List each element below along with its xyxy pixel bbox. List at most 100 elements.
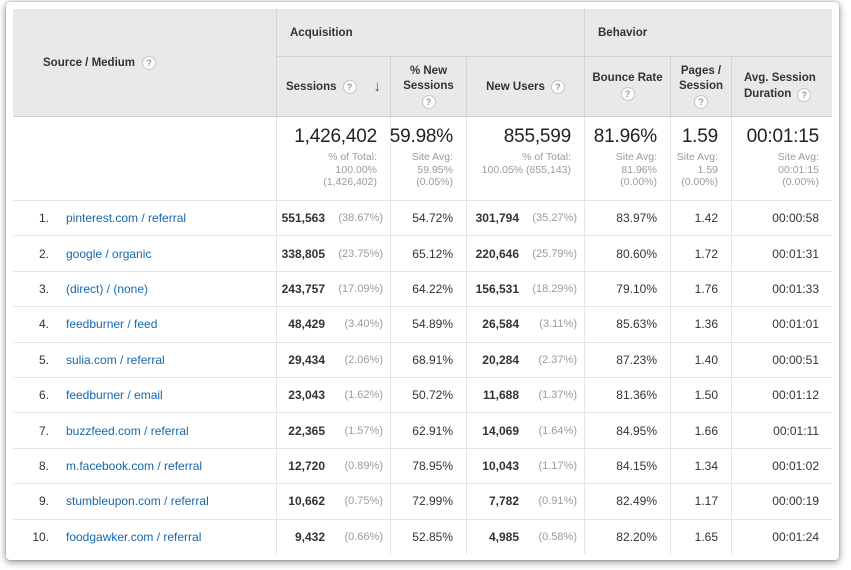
sessions-cell: 9,432 (0.66%) <box>276 519 390 554</box>
pages-per-session-cell: 1.17 <box>670 484 731 519</box>
help-icon[interactable]: ? <box>694 94 708 109</box>
column-header-pct-new-sessions[interactable]: % New Sessions ? <box>390 56 466 116</box>
source-medium-cell: 3. (direct) / (none) <box>13 272 276 306</box>
sessions-cell: 29,434 (2.06%) <box>276 342 390 377</box>
help-icon[interactable]: ? <box>620 87 635 101</box>
summary-avg-session-duration-value: 00:01:15 <box>746 126 820 147</box>
new-users-value: 220,646 <box>475 246 519 261</box>
table-row: 10. foodgawker.com / referral 9,432 (0.66%)… <box>13 518 832 554</box>
pages-per-session-cell: 1.65 <box>670 519 731 554</box>
pct-new-sessions-cell: 54.89% <box>390 307 466 342</box>
source-medium-link[interactable]: foodgawker.com / referral <box>66 529 202 544</box>
help-icon[interactable]: ? <box>342 79 357 94</box>
column-header-sessions[interactable]: Sessions ? ↓ <box>276 56 390 116</box>
new-users-value: 11,688 <box>482 388 519 403</box>
new-users-percent: (1.17%) <box>538 459 577 472</box>
table-row: 3. (direct) / (none) 243,757 (17.09%) 64.22%… <box>13 270 832 307</box>
pct-new-sessions-cell: 78.95% <box>390 448 466 484</box>
column-header-pages-per-session[interactable]: Pages / Session ? <box>670 56 731 116</box>
source-medium-link[interactable]: sulia.com / referral <box>66 352 165 367</box>
pages-per-session-label-line2: Session <box>678 79 724 92</box>
new-users-percent: (0.58%) <box>538 530 577 543</box>
sessions-percent: (1.57%) <box>344 424 383 437</box>
new-users-value: 7,782 <box>488 494 519 509</box>
new-users-cell: 4,985 (0.58%) <box>466 519 584 554</box>
help-icon[interactable]: ? <box>421 94 436 109</box>
group-header-behavior: Behavior <box>584 9 832 56</box>
source-medium-link[interactable]: pinterest.com / referral <box>66 211 187 226</box>
table-row: 8. m.facebook.com / referral 12,720 (0.89%)… <box>13 447 832 484</box>
bounce-rate-cell: 87.23% <box>584 342 670 377</box>
bounce-rate-cell: 84.15% <box>584 448 670 484</box>
pages-per-session-cell: 1.76 <box>670 271 731 307</box>
sessions-cell: 10,662 (0.75%) <box>276 484 390 519</box>
column-header-avg-session-duration[interactable]: Avg. Session Duration ? <box>731 56 832 116</box>
avg-session-duration-cell: 00:01:31 <box>731 236 832 271</box>
summary-pages-per-session-value: 1.59 <box>681 126 718 147</box>
column-header-bounce-rate[interactable]: Bounce Rate ? <box>584 56 670 116</box>
help-icon[interactable]: ? <box>142 55 157 70</box>
pct-new-sessions-label-line2: Sessions <box>403 79 454 92</box>
table-row: 1. pinterest.com / referral 551,563 (38.67%… <box>13 200 832 236</box>
table-row: 5. sulia.com / referral 29,434 (2.06%) 68.91… <box>13 341 832 377</box>
new-users-cell: 156,531 (18.29%) <box>466 271 584 307</box>
source-medium-table-card: Source / Medium ? Acquisition Behavior S… <box>6 2 839 560</box>
summary-note: 00:01:15 <box>778 163 819 176</box>
bounce-rate-cell: 82.49% <box>584 484 670 519</box>
sessions-value: 29,434 <box>288 352 325 367</box>
source-medium-link[interactable]: buzzfeed.com / referral <box>66 423 189 438</box>
new-users-cell: 20,284 (2.37%) <box>466 342 584 377</box>
new-users-cell: 7,782 (0.91%) <box>466 484 584 519</box>
sessions-value: 12,720 <box>288 458 325 473</box>
summary-note: % of Total: <box>522 151 571 163</box>
source-medium-link[interactable]: feedburner / email <box>66 388 163 403</box>
source-medium-link[interactable]: google / organic <box>66 246 152 261</box>
source-medium-link[interactable]: m.facebook.com / referral <box>66 458 203 473</box>
summary-note: (1,426,402) <box>323 176 377 188</box>
pages-per-session-cell: 1.66 <box>670 413 731 448</box>
bounce-rate-cell: 82.20% <box>584 519 670 554</box>
avg-session-duration-cell: 00:00:58 <box>731 201 832 236</box>
help-icon[interactable]: ? <box>550 79 565 94</box>
summary-note: 1.59 <box>697 163 718 176</box>
bounce-rate-cell: 79.10% <box>584 271 670 307</box>
column-header-new-users[interactable]: New Users ? <box>466 56 584 116</box>
sessions-percent: (0.89%) <box>344 459 383 472</box>
source-medium-link[interactable]: (direct) / (none) <box>66 281 149 296</box>
sessions-percent: (2.06%) <box>344 353 383 366</box>
row-rank: 8. <box>38 458 49 473</box>
sessions-value: 338,805 <box>281 246 325 261</box>
help-icon[interactable]: ? <box>797 87 812 102</box>
summary-note: 100.05% (855,143) <box>481 163 571 176</box>
column-header-source-medium[interactable]: Source / Medium ? <box>13 9 276 116</box>
summary-note: Site Avg: <box>615 151 657 163</box>
new-users-value: 10,043 <box>482 458 519 473</box>
row-rank: 10. <box>32 529 49 544</box>
pages-per-session-cell: 1.50 <box>670 377 731 413</box>
summary-pct-new-sessions: 59.98% Site Avg: 59.95% (0.05%) <box>390 117 466 200</box>
row-rank: 5. <box>38 352 49 367</box>
new-users-percent: (1.37%) <box>538 389 577 402</box>
avg-session-duration-cell: 00:00:19 <box>731 484 832 519</box>
pct-new-sessions-cell: 54.72% <box>390 201 466 236</box>
new-users-value: 156,531 <box>475 281 519 296</box>
source-medium-link[interactable]: stumbleupon.com / referral <box>66 494 209 509</box>
sort-descending-icon[interactable]: ↓ <box>373 78 382 95</box>
sessions-value: 243,757 <box>281 281 325 296</box>
new-users-cell: 11,688 (1.37%) <box>466 377 584 413</box>
new-users-cell: 26,584 (3.11%) <box>466 307 584 342</box>
new-users-percent: (1.64%) <box>538 424 577 437</box>
row-rank: 6. <box>38 388 49 403</box>
row-rank: 3. <box>38 281 49 296</box>
bounce-rate-label: Bounce Rate <box>592 72 663 84</box>
row-rank: 2. <box>38 246 49 261</box>
sessions-percent: (0.75%) <box>344 495 383 508</box>
pct-new-sessions-cell: 50.72% <box>390 377 466 413</box>
source-medium-link[interactable]: feedburner / feed <box>66 317 158 332</box>
avg-session-duration-cell: 00:01:33 <box>731 271 832 307</box>
new-users-cell: 301,794 (35.27%) <box>466 201 584 236</box>
behavior-label: Behavior <box>598 26 648 39</box>
new-users-percent: (0.91%) <box>538 495 577 508</box>
new-users-value: 301,794 <box>475 211 519 226</box>
